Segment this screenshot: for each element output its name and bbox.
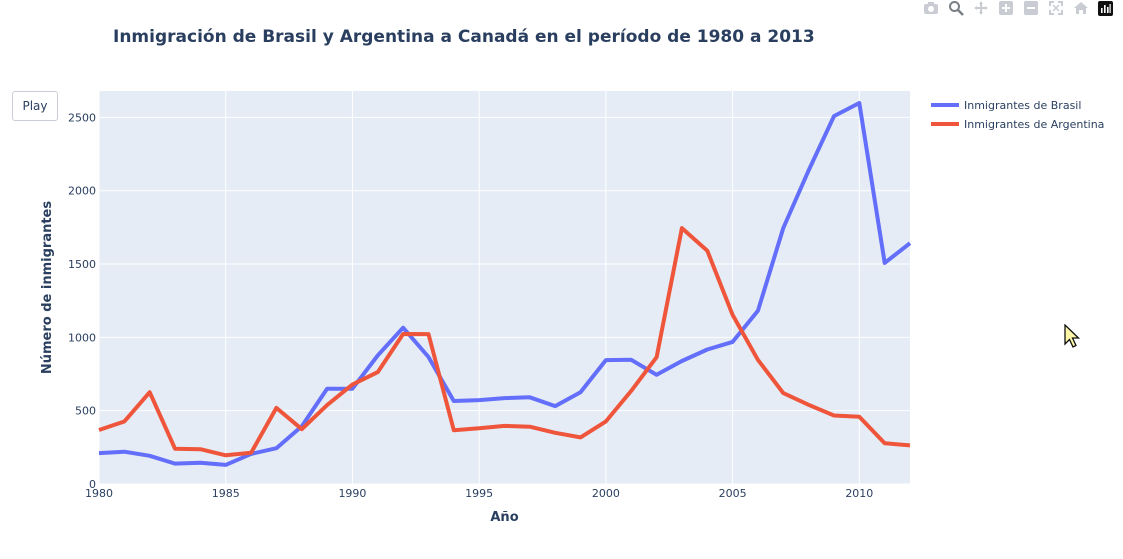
- series-line-1: [98, 101, 912, 467]
- grid: [98, 91, 910, 485]
- x-tick-label: 2005: [719, 487, 747, 500]
- x-tick-label: 1985: [212, 487, 240, 500]
- y-tick-label: 2500: [68, 111, 96, 124]
- x-axis-title: Año: [490, 510, 518, 525]
- pan-icon[interactable]: [971, 0, 990, 16]
- zoom-icon[interactable]: [946, 0, 965, 16]
- modebar: [921, 0, 1115, 16]
- y-tick-label: 1000: [68, 331, 96, 344]
- y-axis-title: Número de inmigrantes: [40, 201, 55, 375]
- y-tick-label: 500: [75, 405, 96, 418]
- x-tick-label: 1980: [85, 487, 113, 500]
- mouse-cursor-icon: [1064, 324, 1081, 348]
- tick-labels: 1980 1985 1990 1995 2000 2005 2010 0 500 1000 1500…: [68, 111, 873, 500]
- chart-title: Inmigración de Brasil y Argentina a Cana…: [113, 27, 815, 47]
- zoom-in-icon[interactable]: [996, 0, 1015, 16]
- legend: Inmigrantes de Brasil Inmigrantes de Arge…: [931, 99, 1104, 131]
- x-tick-label: 2000: [592, 487, 620, 500]
- camera-icon[interactable]: [921, 0, 940, 16]
- plot-area[interactable]: [99, 91, 910, 484]
- legend-label: Inmigrantes de Argentina: [964, 118, 1104, 131]
- play-button[interactable]: Play: [12, 91, 58, 121]
- legend-label: Inmigrantes de Brasil: [964, 99, 1081, 112]
- plotly-logo-icon[interactable]: [1096, 0, 1115, 16]
- x-tick-label: 1990: [338, 487, 366, 500]
- y-tick-label: 2000: [68, 185, 96, 198]
- series-lines: [98, 101, 912, 467]
- x-tick-label: 1995: [465, 487, 493, 500]
- y-tick-label: 0: [89, 478, 96, 491]
- zoom-out-icon[interactable]: [1021, 0, 1040, 16]
- autoscale-icon[interactable]: [1046, 0, 1065, 16]
- x-tick-label: 2010: [845, 487, 873, 500]
- reset-axes-icon[interactable]: [1071, 0, 1090, 16]
- series-line-2: [98, 226, 911, 458]
- y-tick-label: 1500: [68, 258, 96, 271]
